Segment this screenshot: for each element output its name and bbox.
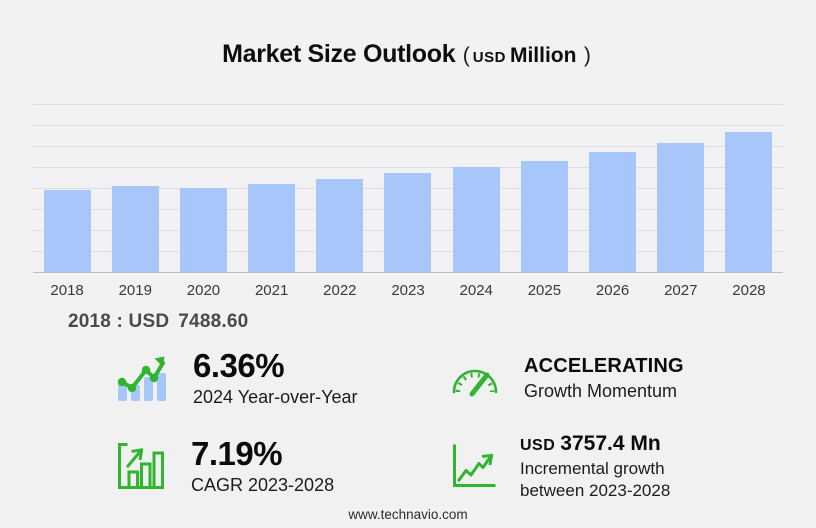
bar-2019	[111, 186, 159, 272]
title-paren-open: (	[462, 44, 470, 67]
gauge-icon	[450, 358, 500, 398]
bar-2020	[179, 188, 227, 272]
x-axis-labels: 2018 2019 2020 2021 2022 2023 2024 2025 2026 2027…	[33, 282, 783, 299]
x-axis-label: 2026	[595, 282, 630, 299]
title-currency: USD	[472, 49, 506, 66]
bar-trend-up-icon	[115, 353, 169, 403]
bar-2022	[316, 179, 364, 272]
title-text: Market Size Outlook	[222, 40, 456, 68]
bar-2023	[384, 173, 432, 272]
chart-growth-icon	[115, 441, 167, 491]
stats-panel: 6.36% 2024 Year-over-Year ACCELERATING G…	[33, 337, 791, 507]
x-axis-label: 2019	[118, 282, 152, 299]
incremental-label-line2: between 2023-2028	[520, 480, 671, 500]
stat-cagr: 7.19% CAGR 2023-2028	[115, 425, 450, 507]
yoy-value: 6.36%	[193, 347, 285, 385]
bar-2018	[43, 190, 91, 272]
yoy-label: 2024 Year-over-Year	[193, 386, 358, 407]
market-size-chart: 2018 2019 2020 2021 2022 2023 2024 2025 2026 2027…	[33, 100, 783, 299]
x-axis-label: 2023	[391, 282, 425, 299]
x-axis-label: 2018	[50, 282, 84, 299]
page-title: Market Size Outlook (USD Million )	[0, 40, 816, 69]
title-paren-close: )	[583, 44, 591, 67]
line-growth-icon	[450, 443, 496, 489]
stat-momentum: ACCELERATING Growth Momentum	[450, 343, 791, 413]
incremental-currency: USD	[520, 436, 556, 454]
base-year-label: 2018 : USD	[68, 311, 170, 332]
x-axis-label: 2028	[732, 282, 766, 299]
title-unit: Million	[509, 44, 577, 67]
x-axis-label: 2024	[459, 282, 493, 299]
incremental-amount: 3757.4 Mn	[560, 431, 661, 455]
bar-2028	[725, 132, 773, 272]
momentum-label: Growth Momentum	[524, 380, 678, 401]
base-year-callout: 2018 : USD 7488.60	[68, 311, 248, 333]
x-axis-label: 2025	[527, 282, 562, 299]
cagr-label: CAGR 2023-2028	[191, 474, 335, 495]
x-axis-label: 2020	[186, 282, 221, 299]
momentum-value: ACCELERATING	[524, 354, 684, 377]
incremental-value: USD 3757.4 Mn	[520, 431, 670, 456]
incremental-label-line1: Incremental growth	[520, 458, 665, 478]
footer-url: www.technavio.com	[348, 507, 468, 522]
x-axis-label: 2027	[664, 282, 698, 299]
bar-chart-plot	[33, 100, 783, 273]
x-axis-label: 2022	[323, 282, 357, 299]
base-year-value: 7488.60	[178, 311, 249, 332]
stat-yoy: 6.36% 2024 Year-over-Year	[115, 343, 450, 413]
stat-incremental: USD 3757.4 Mn Incremental growth between …	[450, 425, 791, 507]
bar-2021	[248, 184, 296, 272]
x-axis-label: 2021	[254, 282, 289, 299]
bar-2026	[588, 152, 636, 272]
bar-2027	[657, 143, 705, 272]
cagr-value: 7.19%	[191, 435, 283, 473]
bar-series	[33, 100, 783, 272]
bar-2025	[520, 161, 568, 272]
bar-2024	[452, 167, 500, 272]
